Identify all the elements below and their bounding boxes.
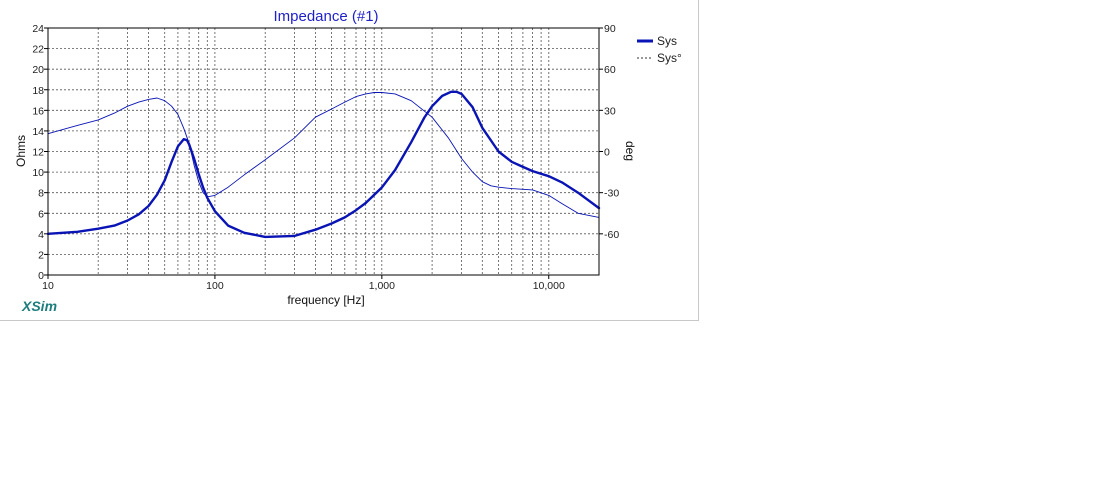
x-tick-label: 100 (206, 280, 224, 292)
grid (48, 28, 599, 275)
y2-tick-label: 30 (604, 105, 616, 117)
y2-axis-label: deg (623, 141, 637, 161)
series-line-sys-phase (47, 92, 600, 218)
y2-tick-label: -60 (604, 229, 619, 241)
y-tick-label: 22 (32, 44, 44, 56)
y-tick-label: 18 (32, 85, 44, 97)
y-tick-label: 4 (38, 229, 44, 241)
y-tick-label: 2 (38, 249, 44, 261)
y2-tick-label: 60 (604, 64, 616, 76)
legend-label-sys: Sys (657, 34, 677, 48)
y-tick-label: 14 (32, 126, 44, 138)
plot-frame (47, 27, 600, 276)
y-axis-label: Ohms (14, 135, 28, 167)
x-tick-label: 1,000 (369, 280, 395, 292)
chart-panel: Impedance (#1) 0 2 4 6 8 10 12 14 16 18 20 22 24 -60-… (0, 0, 699, 321)
y-tick-label: 24 (32, 23, 44, 35)
y-tick-label: 0 (38, 270, 44, 282)
x-tick-label: 10 (42, 280, 54, 292)
legend-label-sys-phase: Sys° (657, 51, 682, 65)
svg-text:XSim: XSim (21, 298, 57, 314)
y-tick-label: 8 (38, 188, 44, 200)
xsim-logo: XSim (21, 298, 57, 314)
legend: Sys Sys° (637, 34, 682, 65)
y-tick-label: 16 (32, 105, 44, 117)
y2-tick-label: -30 (604, 188, 619, 200)
x-axis-label: frequency [Hz] (287, 293, 364, 307)
y2-tick-label: 90 (604, 23, 616, 35)
y-tick-label: 12 (32, 147, 44, 159)
y-tick-label: 6 (38, 208, 44, 220)
x-tick-label: 10,000 (533, 280, 565, 292)
impedance-chart: Impedance (#1) 024681012141618202224-60-… (0, 0, 698, 320)
series-line-sys (46, 90, 601, 239)
series-lines (46, 90, 601, 239)
y-tick-label: 20 (32, 64, 44, 76)
y2-tick-label: 0 (604, 147, 610, 159)
chart-background (0, 0, 698, 320)
y-tick-label: 10 (32, 167, 44, 179)
chart-title: Impedance (#1) (273, 8, 378, 25)
